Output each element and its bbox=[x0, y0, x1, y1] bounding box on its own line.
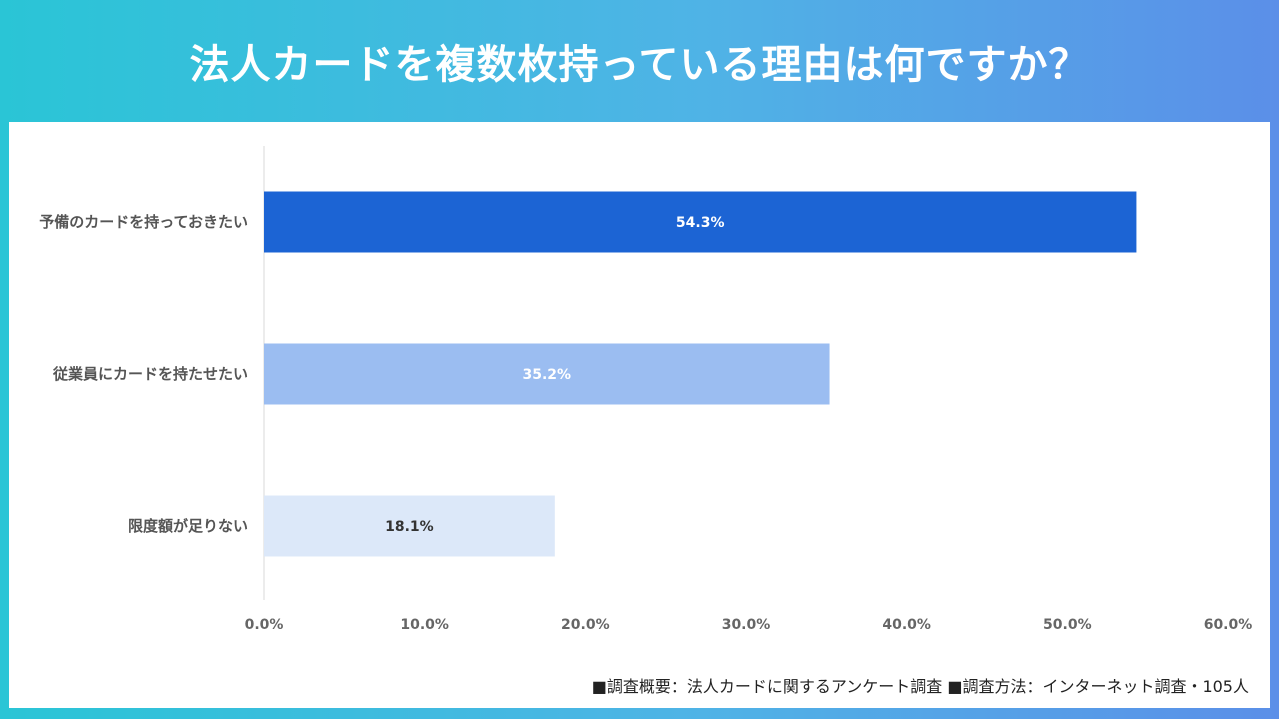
x-tick-label: 20.0% bbox=[561, 617, 610, 633]
category-label-1: 予備のカードを持っておきたい bbox=[39, 213, 248, 231]
bar-3 bbox=[264, 495, 555, 557]
x-tick-label: 10.0% bbox=[400, 617, 449, 633]
bar-value-label-3: 18.1% bbox=[385, 519, 434, 535]
survey-footnote: ■調査概要：法人カードに関するアンケート調査 ■調査方法：インターネット調査・1… bbox=[591, 677, 1249, 696]
bar-2 bbox=[264, 343, 830, 405]
bar-value-label-1: 54.3% bbox=[676, 215, 725, 231]
x-tick-label: 50.0% bbox=[1043, 617, 1092, 633]
bar-value-label-2: 35.2% bbox=[522, 367, 571, 383]
x-tick-label: 30.0% bbox=[722, 617, 771, 633]
category-label-3: 限度額が足りない bbox=[128, 517, 248, 535]
x-tick-label: 40.0% bbox=[882, 617, 931, 633]
x-tick-label: 60.0% bbox=[1204, 617, 1253, 633]
category-label-2: 従業員にカードを持たせたい bbox=[52, 365, 248, 383]
bar-1 bbox=[264, 191, 1137, 253]
chart-title: 法人カードを複数枚持っている理由は何ですか？ bbox=[189, 42, 1090, 88]
x-tick-label: 0.0% bbox=[245, 617, 284, 633]
